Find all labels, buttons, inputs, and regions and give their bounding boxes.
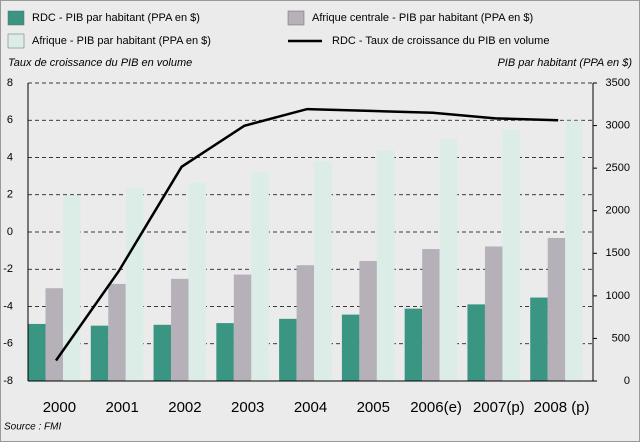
- bar: [45, 288, 63, 381]
- bar: [90, 325, 109, 381]
- y2-tick-label: 1000: [606, 290, 630, 302]
- x-tick-label: 2005: [357, 399, 390, 416]
- bar: [63, 195, 81, 381]
- y-tick-label: -2: [3, 263, 13, 275]
- bar: [484, 246, 503, 381]
- bar: [502, 129, 520, 381]
- bar: [404, 308, 423, 381]
- y2-tick-label: 0: [624, 375, 630, 387]
- y-tick-label: 4: [7, 151, 13, 163]
- y2-tick-label: 1500: [606, 247, 630, 259]
- bar: [153, 324, 172, 381]
- y2-tick-label: 3000: [606, 119, 630, 131]
- y2-axis-title: PIB par habitant (PPA en $): [497, 57, 632, 69]
- bar: [565, 120, 583, 381]
- bar: [530, 297, 548, 381]
- legend-swatch: [7, 10, 25, 26]
- legend-swatch: [7, 33, 25, 49]
- bar: [467, 304, 485, 381]
- y-tick-label: -6: [3, 338, 13, 350]
- line: [54, 107, 559, 362]
- bar: [233, 274, 252, 381]
- y-tick-label: 2: [7, 189, 13, 201]
- bar: [279, 318, 297, 381]
- bar: [422, 249, 440, 381]
- y2-tick-label: 3500: [606, 77, 630, 89]
- x-tick-label: 2006(e): [410, 399, 462, 416]
- bar: [188, 182, 207, 381]
- legend-label: Afrique centrale - PIB par habitant (PPA…: [312, 12, 533, 24]
- legend-swatch: [287, 10, 305, 26]
- bar: [171, 278, 189, 381]
- bar: [341, 314, 360, 381]
- y-tick-label: 8: [7, 77, 13, 89]
- x-tick-label: 2001: [105, 399, 138, 416]
- bar: [251, 172, 269, 381]
- legend-label: RDC - PIB par habitant (PPA en $): [32, 12, 200, 24]
- y-axis-title: Taux de croissance du PIB en volume: [8, 57, 192, 69]
- bar: [547, 237, 566, 381]
- source: Source : FMI: [4, 422, 61, 433]
- legend-label: Afrique - PIB par habitant (PPA en $): [32, 35, 211, 47]
- y-tick-label: 6: [7, 114, 13, 126]
- bar: [359, 260, 377, 381]
- x-tick-label: 2002: [168, 399, 201, 416]
- x-tick-label: 2000: [43, 399, 76, 416]
- bar: [108, 283, 126, 381]
- bar: [376, 150, 395, 381]
- y-tick-label: -8: [3, 375, 13, 387]
- x-tick-label: 2003: [231, 399, 264, 416]
- x-tick-label: 2004: [294, 399, 327, 416]
- bar: [439, 139, 458, 381]
- x-tick-label: 2008 (p): [534, 399, 590, 416]
- bar: [296, 265, 315, 381]
- x-tick-label: 2007(p): [473, 399, 525, 416]
- y2-tick-label: 2500: [606, 162, 630, 174]
- y-tick-label: -4: [3, 300, 13, 312]
- bar: [28, 323, 46, 381]
- y2-tick-label: 500: [612, 332, 630, 344]
- legend-label: RDC - Taux de croissance du PIB en volum…: [332, 35, 549, 47]
- y2-tick-label: 2000: [606, 205, 630, 217]
- y-tick-label: 0: [7, 226, 13, 238]
- bar: [314, 161, 332, 381]
- bar: [125, 187, 144, 381]
- bar: [216, 323, 234, 381]
